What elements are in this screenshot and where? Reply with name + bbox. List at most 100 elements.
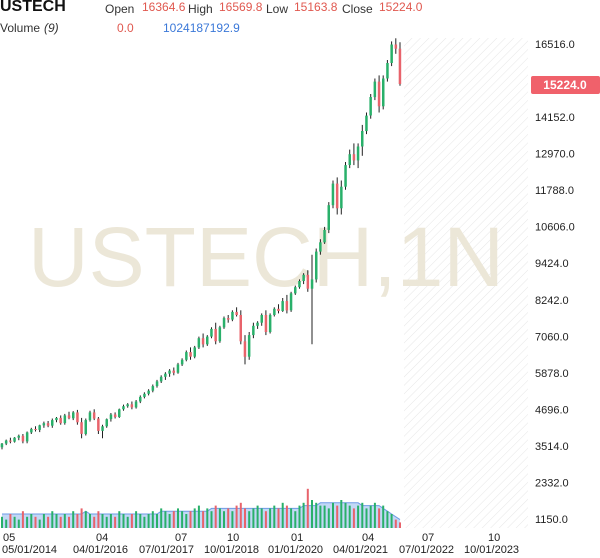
candle-down: [306, 274, 310, 289]
volume-bar: [311, 500, 313, 528]
candle-up: [55, 417, 58, 421]
close-label: Close: [342, 2, 373, 16]
volume-bar: [369, 505, 372, 528]
candle-down: [92, 412, 96, 419]
volume-bar: [185, 514, 188, 528]
x-tick-label: 05: [3, 532, 15, 544]
candle-up: [369, 97, 372, 116]
candle-up: [25, 432, 29, 442]
volume-bar: [164, 511, 167, 528]
candle-up: [84, 420, 87, 434]
candle-up: [323, 230, 326, 243]
volume-bar: [256, 505, 259, 528]
volume-bar: [177, 508, 179, 528]
volume-bar: [143, 516, 146, 528]
y-tick-label: 9424.0: [535, 258, 569, 270]
candle-up: [361, 131, 364, 147]
watermark: USTECH,1N: [28, 210, 504, 304]
volume-bar: [390, 514, 393, 528]
volume-bar: [235, 505, 238, 528]
x-tick-label: 01/01/2020: [268, 544, 323, 556]
candle-up: [0, 443, 4, 448]
volume-bar: [202, 511, 205, 528]
candle-up: [197, 338, 201, 348]
candle-up: [88, 412, 92, 421]
volume-bar: [21, 511, 24, 528]
candle-up: [118, 409, 121, 417]
candle-down: [9, 440, 12, 442]
candle-down: [277, 308, 280, 311]
volume-bar: [1, 516, 3, 528]
x-tick-label: 10/01/2018: [204, 544, 259, 556]
candle-down: [398, 48, 402, 84]
candle-up: [122, 406, 125, 410]
candle-up: [30, 429, 33, 433]
y-tick-label: 8242.0: [535, 295, 569, 307]
volume-layer: [1, 488, 401, 528]
volume-bar: [218, 508, 221, 528]
candle-up: [222, 318, 226, 328]
candle-up: [17, 435, 20, 438]
volume-bar: [172, 511, 175, 528]
volume-bar: [93, 516, 96, 528]
volume-bar: [298, 505, 301, 528]
candle-up: [256, 322, 259, 326]
volume-bar: [244, 508, 246, 528]
candle-up: [63, 415, 67, 424]
candle-down: [352, 154, 356, 161]
volume-bar: [361, 502, 364, 528]
volume-bar: [252, 508, 255, 528]
volume-bar: [336, 505, 339, 528]
volume-bar: [26, 516, 29, 528]
candle-up: [105, 419, 108, 427]
x-tick-label: 07/01/2017: [139, 544, 194, 556]
candle-up: [109, 414, 113, 420]
candle-down: [80, 422, 83, 434]
volume-bar: [344, 502, 347, 528]
candle-down: [227, 318, 230, 320]
x-tick-label: 04/01/2016: [73, 544, 128, 556]
volume-bar: [382, 505, 385, 528]
volume-bar: [231, 511, 234, 528]
volume-bar: [68, 516, 70, 528]
candle-down: [97, 418, 100, 431]
volume-bar: [168, 514, 171, 528]
candle-up: [247, 335, 251, 357]
candle-layer: [0, 38, 402, 450]
open-label: Open: [105, 2, 135, 16]
candle-up: [4, 440, 8, 444]
volume-bar: [294, 511, 297, 528]
candle-up: [151, 386, 155, 391]
low-label: Low: [266, 2, 289, 16]
volume-bar: [5, 519, 8, 528]
y-tick-label: 14152.0: [535, 112, 575, 124]
candle-up: [176, 364, 180, 373]
price-badge: 15224.0: [531, 76, 600, 94]
volume-bar: [147, 514, 150, 528]
volume-bar: [51, 511, 54, 528]
volume-period: (9): [44, 21, 59, 35]
candle-down: [59, 417, 62, 424]
volume-bar: [348, 505, 351, 528]
candle-up: [302, 274, 305, 281]
volume-bar: [327, 508, 330, 528]
candle-up: [340, 186, 343, 209]
volume-bar: [139, 514, 142, 528]
volume-bar: [34, 516, 37, 528]
volume-bar: [101, 514, 104, 528]
volume-bar: [352, 508, 355, 528]
volume-bar: [160, 508, 163, 528]
volume-bar: [378, 508, 381, 528]
candle-down: [239, 315, 242, 342]
volume-bar: [210, 511, 213, 528]
volume-bar: [193, 508, 196, 528]
volume-bar: [227, 508, 230, 528]
candle-up: [294, 287, 297, 294]
candle-down: [67, 415, 71, 419]
candle-up: [143, 393, 146, 397]
candle-up: [382, 78, 385, 107]
candle-up: [260, 315, 263, 323]
volume-bar: [181, 511, 184, 528]
volume-bar: [373, 502, 376, 528]
